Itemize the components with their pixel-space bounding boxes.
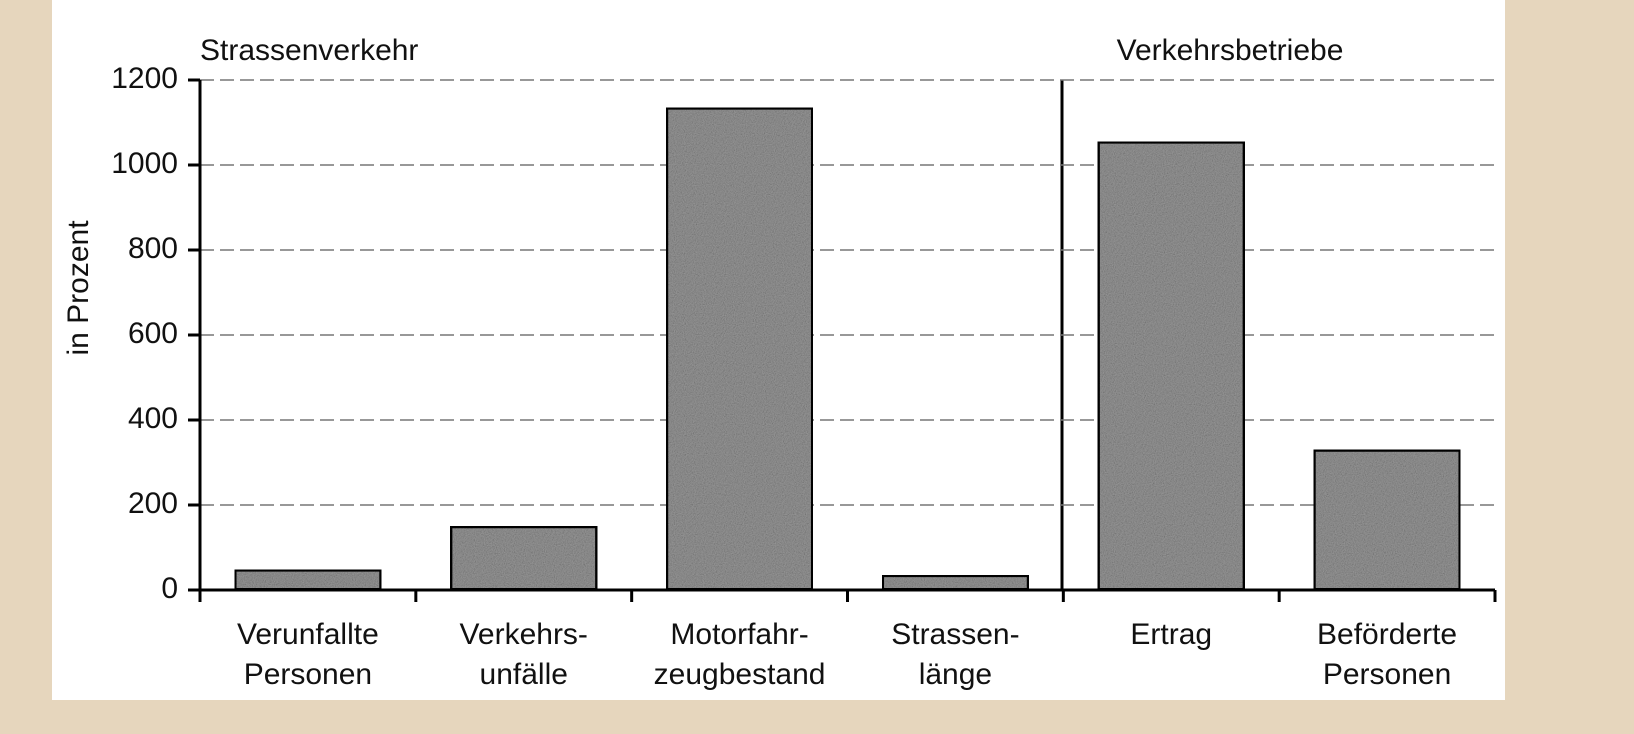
group-label: Strassenverkehr	[200, 34, 418, 67]
x-tick-label: Personen	[244, 658, 372, 691]
bar	[232, 567, 384, 592]
y-tick-label: 0	[161, 572, 178, 605]
x-tick-label: Ertrag	[1130, 618, 1212, 651]
bar	[664, 105, 815, 592]
x-tick-label: Verkehrs-	[460, 618, 588, 651]
x-tick-label: Personen	[1323, 658, 1451, 691]
x-tick-label: Verunfallte	[237, 618, 379, 651]
y-tick-label: 800	[128, 232, 178, 265]
bar	[880, 573, 1031, 592]
y-tick-label: 200	[128, 487, 178, 520]
x-tick-label: länge	[919, 658, 992, 691]
x-tick-label: Strassen-	[891, 618, 1019, 651]
bar	[448, 524, 600, 592]
y-tick-label: 1000	[111, 147, 178, 180]
y-axis-label: in Prozent	[62, 220, 95, 356]
x-tick-label: zeugbestand	[654, 658, 826, 691]
y-tick-label: 400	[128, 402, 178, 435]
bar	[1095, 139, 1247, 592]
y-tick-label: 1200	[111, 62, 178, 95]
group-label: Verkehrsbetriebe	[1117, 34, 1344, 67]
y-tick-label: 600	[128, 317, 178, 350]
bar	[1311, 447, 1463, 592]
x-tick-label: unfälle	[480, 658, 568, 691]
x-tick-label: Motorfahr-	[670, 618, 808, 651]
x-tick-label: Beförderte	[1317, 618, 1457, 651]
